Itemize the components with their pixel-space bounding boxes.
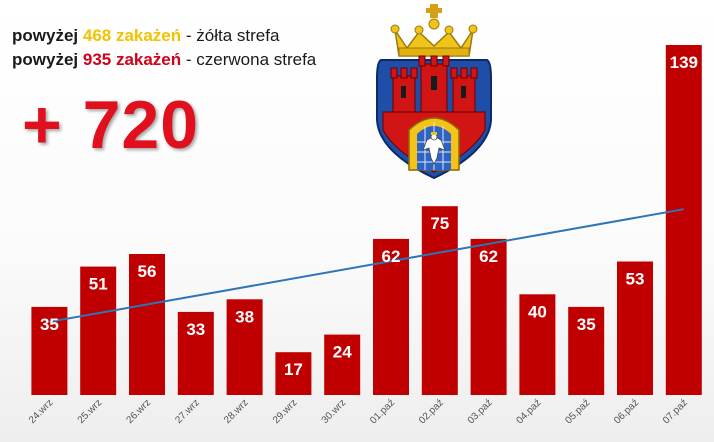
bar-29.wrz [275, 352, 312, 395]
bar-05.paź [568, 306, 605, 395]
x-tick-label: 28.wrz [222, 397, 251, 426]
data-label: 35 [577, 315, 596, 334]
x-tick-label: 27.wrz [173, 397, 202, 426]
red-zone-threshold: 935 zakażeń [82, 50, 182, 69]
red-zone-legend: powyżej 935 zakażeń - czerwona strefa [12, 48, 316, 72]
yellow-zone-threshold: 468 zakażeń [82, 26, 182, 45]
bar-07.paź [665, 45, 702, 395]
x-tick-label: 04.paź [515, 397, 544, 426]
x-tick-label: 30.wrz [320, 397, 349, 426]
bar-28.wrz [226, 299, 263, 395]
data-label: 38 [235, 307, 254, 326]
data-label: 24 [333, 343, 352, 362]
bar-27.wrz [177, 311, 214, 395]
x-tick-label: 05.paź [563, 397, 592, 426]
legend-prefix: powyżej [12, 26, 79, 45]
trend-line [49, 208, 684, 323]
zone-legend: powyżej 468 zakażeń - żółta strefa powyż… [12, 24, 316, 72]
data-label: 62 [382, 247, 401, 266]
data-label: 51 [89, 275, 108, 294]
eagle-icon [422, 132, 446, 165]
x-tick-label: 25.wrz [76, 397, 105, 426]
x-tick-label: 06.paź [612, 397, 641, 426]
bar-04.paź [519, 294, 556, 395]
data-label: 33 [186, 320, 205, 339]
data-label: 17 [284, 360, 303, 379]
data-label: 56 [138, 262, 157, 281]
bar-30.wrz [324, 334, 361, 395]
data-label: 35 [40, 315, 59, 334]
x-tick-label: 24.wrz [27, 397, 56, 426]
krakow-coat-of-arms-icon [376, 4, 492, 180]
data-label: 62 [479, 247, 498, 266]
yellow-zone-label: - żółta strefa [181, 26, 280, 45]
bar-01.paź [373, 238, 409, 395]
bar-02.paź [421, 206, 458, 395]
x-tick-label: 02.paź [417, 397, 446, 426]
data-label: 75 [430, 214, 449, 233]
x-tick-label: 26.wrz [125, 397, 154, 426]
data-label: 139 [670, 53, 698, 72]
red-zone-label: - czerwona strefa [181, 50, 317, 69]
data-label: 40 [528, 302, 547, 321]
data-label: 53 [626, 270, 645, 289]
yellow-zone-legend: powyżej 468 zakażeń - żółta strefa [12, 24, 316, 48]
x-tick-label: 03.paź [466, 397, 495, 426]
bar-26.wrz [129, 254, 165, 395]
x-tick-label: 07.paź [661, 397, 690, 426]
legend-prefix: powyżej [12, 50, 79, 69]
headline-total: + 720 [22, 87, 200, 163]
bar-03.paź [470, 238, 507, 395]
bar-25.wrz [80, 266, 117, 395]
crown-icon [390, 4, 478, 57]
bar-06.paź [617, 261, 653, 395]
x-tick-label: 29.wrz [271, 397, 300, 426]
x-tick-label: 01.paź [368, 397, 397, 426]
